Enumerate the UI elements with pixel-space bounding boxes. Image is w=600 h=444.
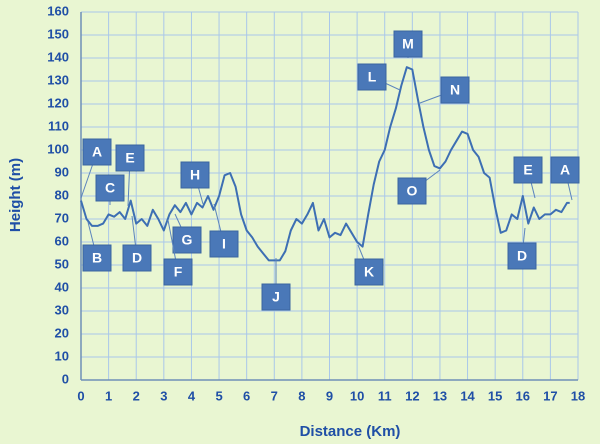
annotation-box [163,258,193,286]
y-axis-label: Height (m) [7,158,24,232]
y-tick-label: 130 [47,72,69,87]
y-tick-label: 140 [47,49,69,64]
annotation-box [82,138,112,166]
annotation-label: D [132,250,142,266]
y-tick-label: 120 [47,95,69,110]
annotation-label: C [105,180,115,196]
x-tick-label: 15 [488,388,502,403]
x-tick-label: 6 [243,388,250,403]
annotation-label: J [272,289,280,305]
x-tick-label: 16 [516,388,530,403]
annotation-box [507,242,537,270]
annotation-label: K [364,264,374,280]
annotation-box [357,63,387,91]
annotation-box [393,30,423,58]
y-tick-label: 70 [55,210,69,225]
y-tick-label: 60 [55,233,69,248]
y-tick-label: 100 [47,141,69,156]
annotation-label: D [517,248,527,264]
x-tick-label: 2 [133,388,140,403]
annotation-box [95,174,125,202]
x-tick-label: 3 [160,388,167,403]
annotation-box [397,177,427,205]
annotation-label: O [407,183,418,199]
y-tick-label: 40 [55,279,69,294]
annotation-box [82,244,112,272]
annotation-box [513,156,543,184]
y-tick-label: 10 [55,348,69,363]
x-tick-label: 12 [405,388,419,403]
y-tick-label: 150 [47,26,69,41]
x-tick-label: 13 [433,388,447,403]
x-tick-label: 8 [298,388,305,403]
annotation-label: N [450,82,460,98]
annotation-label: E [523,162,532,178]
annotation-label: M [402,36,414,52]
annotation-label: B [92,250,102,266]
annotation-label: I [222,236,226,252]
x-tick-label: 1 [105,388,112,403]
x-tick-label: 14 [460,388,475,403]
x-tick-label: 11 [378,388,392,403]
annotation-label: F [174,264,183,280]
x-tick-label: 0 [77,388,84,403]
annotation-box [180,161,210,189]
x-tick-label: 9 [326,388,333,403]
y-tick-label: 20 [55,325,69,340]
x-axis-label: Distance (Km) [300,423,401,440]
annotation-label: G [182,232,193,248]
y-tick-label: 0 [62,371,69,386]
x-tick-label: 10 [350,388,364,403]
annotation-label: H [190,167,200,183]
y-tick-label: 50 [55,256,69,271]
y-tick-label: 110 [48,118,69,133]
y-tick-label: 90 [55,164,69,179]
annotation-box [115,144,145,172]
annotation-box [209,230,239,258]
x-tick-label: 4 [188,388,196,403]
annotation-label: A [560,162,570,178]
annotation-box [550,156,580,184]
y-tick-label: 160 [47,3,69,18]
annotation-box [172,226,202,254]
annotation-box [261,283,291,311]
annotation-label: E [125,150,134,166]
annotation-box [440,76,470,104]
elevation-line [80,66,570,262]
x-tick-label: 18 [571,388,585,403]
annotation-label: A [92,144,102,160]
annotation-box [122,244,152,272]
x-tick-label: 17 [543,388,557,403]
y-tick-label: 80 [55,187,69,202]
x-tick-label: 5 [215,388,222,403]
x-tick-label: 7 [271,388,278,403]
y-tick-label: 30 [55,302,69,317]
annotation-box [354,258,384,286]
annotation-label: L [368,69,377,85]
